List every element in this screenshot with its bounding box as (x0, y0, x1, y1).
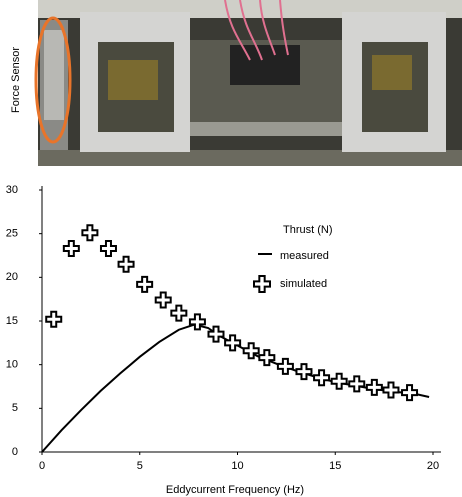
point (62, 240, 80, 258)
base-plate (190, 122, 342, 136)
point (348, 375, 366, 393)
point (136, 275, 154, 293)
point (188, 313, 206, 331)
point (276, 357, 294, 375)
y-tick-label: 15 (6, 315, 18, 327)
x-tick-label: 0 (39, 460, 45, 472)
legend-label: measured (280, 250, 329, 262)
point (81, 224, 99, 242)
sensor-highlight (34, 16, 72, 144)
point (258, 349, 276, 367)
center-coil (230, 45, 300, 85)
x-tick-label: 15 (329, 460, 341, 472)
legend-marker (253, 275, 271, 293)
point (382, 381, 400, 399)
y-tick-label: 20 (6, 271, 18, 283)
point (313, 369, 331, 387)
photo-table (38, 150, 462, 166)
point (207, 325, 225, 343)
point (45, 310, 63, 328)
x-tick-label: 10 (231, 460, 243, 472)
x-tick-label: 5 (137, 460, 143, 472)
point (242, 342, 260, 360)
point (117, 255, 135, 273)
x-tick-label: 20 (427, 460, 439, 472)
chart: 0 5 10 15 20 25 30 0 5 10 15 20 Eddycurrent Frequenc… (6, 184, 441, 496)
sensor-coil (44, 30, 64, 120)
point (295, 363, 313, 381)
photo: Force Sensor (10, 0, 462, 166)
magnet-right (372, 55, 412, 90)
photo-label: Force Sensor (10, 47, 22, 113)
point (330, 372, 348, 390)
point (99, 240, 117, 258)
legend-title: Thrust (N) (283, 224, 333, 236)
point (365, 378, 383, 396)
x-axis-title: Eddycurrent Frequency (Hz) (166, 484, 304, 496)
y-tick-label: 30 (6, 184, 18, 196)
y-tick-label: 10 (6, 359, 18, 371)
point (154, 291, 172, 309)
magnet-left (108, 60, 158, 100)
y-tick-label: 25 (6, 228, 18, 240)
y-tick-label: 0 (12, 446, 18, 458)
point (224, 334, 242, 352)
point (170, 304, 188, 322)
wires (224, 0, 289, 61)
point (401, 384, 419, 402)
y-tick-label: 5 (12, 402, 18, 414)
legend-label: simulated (280, 278, 327, 290)
